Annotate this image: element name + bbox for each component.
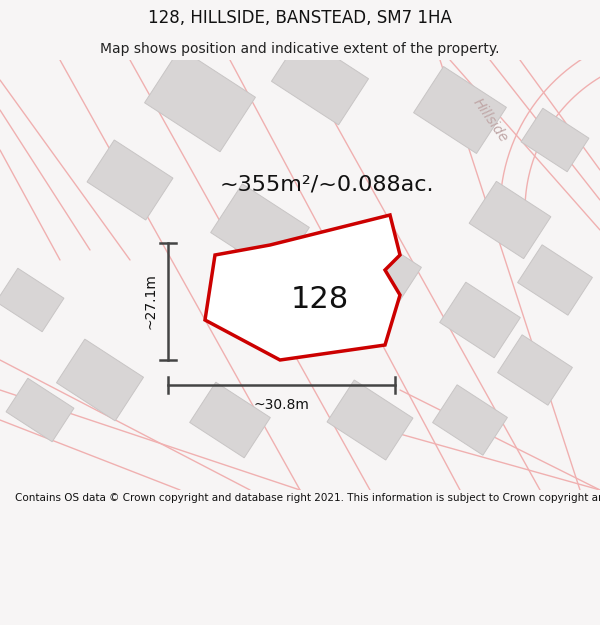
Polygon shape <box>87 140 173 220</box>
Polygon shape <box>0 268 64 332</box>
Text: 128: 128 <box>291 286 349 314</box>
Text: Hillside: Hillside <box>470 96 510 144</box>
Polygon shape <box>327 380 413 460</box>
Text: ~27.1m: ~27.1m <box>143 274 157 329</box>
Polygon shape <box>211 184 310 276</box>
Polygon shape <box>413 66 506 154</box>
Polygon shape <box>190 382 271 458</box>
Text: Map shows position and indicative extent of the property.: Map shows position and indicative extent… <box>100 42 500 56</box>
Polygon shape <box>433 385 508 455</box>
Polygon shape <box>521 108 589 172</box>
Polygon shape <box>6 378 74 442</box>
Polygon shape <box>518 245 592 315</box>
Polygon shape <box>145 48 256 152</box>
Polygon shape <box>440 282 520 358</box>
Polygon shape <box>469 181 551 259</box>
Text: ~355m²/~0.088ac.: ~355m²/~0.088ac. <box>220 175 434 195</box>
Polygon shape <box>205 215 400 360</box>
Text: 128, HILLSIDE, BANSTEAD, SM7 1HA: 128, HILLSIDE, BANSTEAD, SM7 1HA <box>148 9 452 27</box>
Polygon shape <box>329 226 421 314</box>
Text: Contains OS data © Crown copyright and database right 2021. This information is : Contains OS data © Crown copyright and d… <box>15 492 600 502</box>
Polygon shape <box>56 339 143 421</box>
Polygon shape <box>271 35 368 125</box>
Text: ~30.8m: ~30.8m <box>254 398 310 412</box>
Polygon shape <box>497 335 572 405</box>
